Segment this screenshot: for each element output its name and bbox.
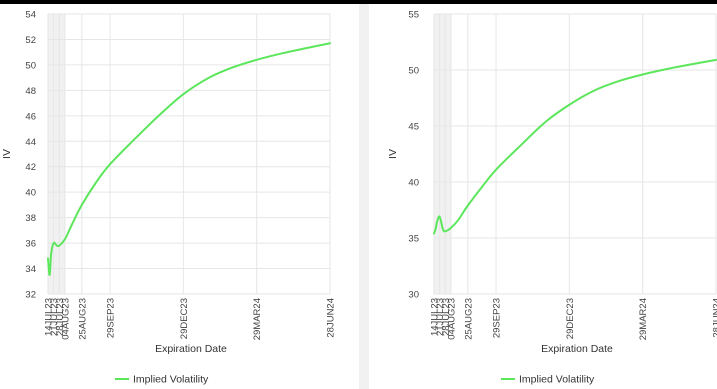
y-tick-label: 34 (25, 264, 36, 275)
x-tick-label: 29DEC23 (565, 298, 576, 339)
x-tick-label: 25AUG23 (77, 298, 88, 340)
x-tick-label: 29MAR24 (252, 298, 263, 340)
x-tick-label: 04AUG23 (60, 298, 71, 340)
iv-chart-left: 32343638404244464850525414JUL2321JUL2328… (1, 10, 337, 386)
y-tick-label: 36 (25, 239, 36, 250)
x-tick-label: 28JUN24 (326, 298, 337, 338)
x-tick-label: 29SEP23 (106, 298, 117, 338)
x-tick-label: 25AUG23 (463, 298, 474, 340)
iv-chart-right: 30 35 40 45 50 55 14JUL2321JUL2328JUL2304AUG23… (387, 10, 717, 386)
y-tick-label: 42 (25, 162, 36, 173)
y-tick-label: 52 (25, 35, 36, 46)
near-term-band (434, 14, 451, 294)
x-tick-label: 28JUN24 (712, 298, 717, 338)
y-tick-label: 50 (25, 60, 36, 71)
x-tick-label: 14JUL23 (430, 298, 441, 336)
panel-divider (359, 4, 369, 389)
y-tick-label: 40 (408, 178, 419, 189)
y-tick-label: 40 (25, 188, 36, 199)
x-tick-label: 14JUL23 (44, 298, 55, 336)
legend-label: Implied Volatility (519, 374, 595, 386)
series-line-implied-volatility (47, 42, 331, 276)
legend-label: Implied Volatility (133, 374, 209, 386)
y-tick-label: 50 (408, 66, 419, 77)
x-tick-label: 21JUL23 (435, 298, 446, 336)
y-tick-label: 35 (408, 234, 419, 245)
x-tick-label: 29DEC23 (179, 298, 190, 339)
y-axis-title: IV (1, 149, 13, 159)
y-tick-label: 30 (408, 290, 419, 301)
y-tick-label: 46 (25, 111, 36, 122)
x-tick-label: 28JUL23 (55, 298, 66, 336)
near-term-band (48, 14, 65, 294)
y-tick-label: 55 (408, 10, 419, 21)
y-tick-label: 38 (25, 213, 36, 224)
x-tick-label: 28JUL23 (441, 298, 452, 336)
series-line-implied-volatility (433, 58, 717, 235)
x-axis-title: Expiration Date (155, 343, 227, 355)
x-tick-label: 29MAR24 (638, 298, 649, 340)
y-tick-label: 48 (25, 86, 36, 97)
y-tick-label: 44 (25, 137, 36, 148)
y-axis-title: IV (387, 149, 399, 159)
x-tick-label: 29SEP23 (492, 298, 503, 338)
y-tick-label: 32 (25, 290, 36, 301)
y-tick-label: 45 (408, 122, 419, 133)
x-tick-label: 21JUL23 (49, 298, 60, 336)
x-axis-title: Expiration Date (541, 343, 613, 355)
y-tick-label: 54 (25, 10, 36, 21)
x-tick-label: 04AUG23 (446, 298, 457, 340)
chart-panel-left: 32 34 36 38 40 42 44 46 48 50 52 54 14JUL23 21JUL23 28… (0, 4, 359, 389)
chart-panel-right: 30 35 40 45 50 55 14JUL23 21JUL23 28JUL23 04AUG23… (369, 4, 717, 389)
